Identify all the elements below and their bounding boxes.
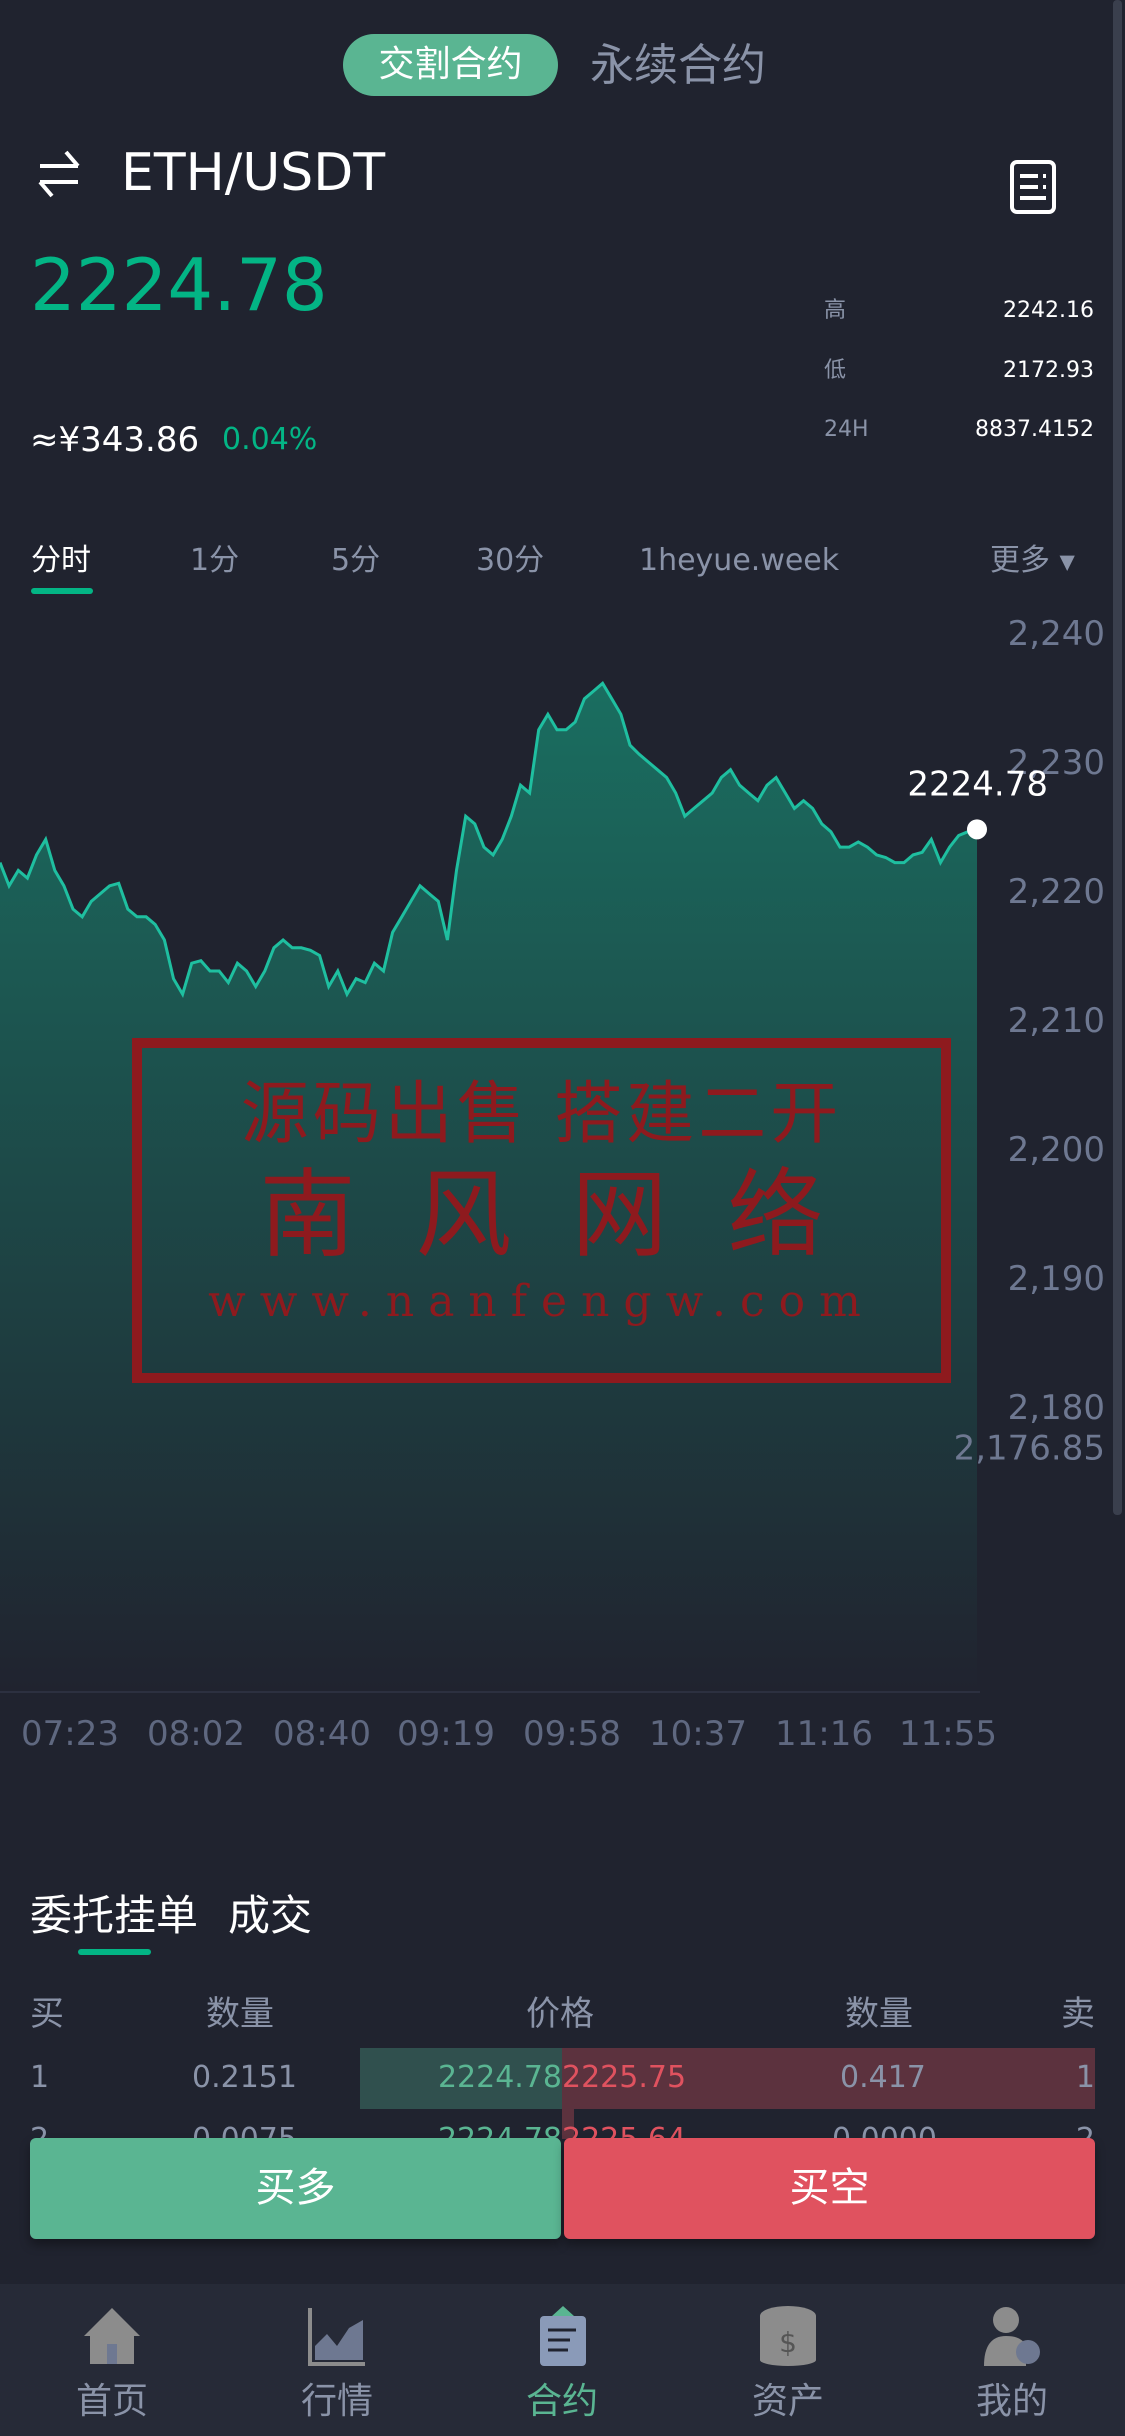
- home-icon: [84, 2308, 140, 2364]
- nav-home[interactable]: 首页: [32, 2284, 192, 2436]
- price-chart: 2,180 2,190 2,200 2,210 2,220 2,230 2,240 2224…: [0, 614, 1105, 1693]
- buy-depth-bar: [360, 2048, 562, 2109]
- document-icon[interactable]: [1010, 160, 1056, 214]
- nav-contract-label: 合约: [525, 2381, 598, 2422]
- watermark-line1: 源码出售 搭建二开: [240, 1075, 843, 1154]
- header-sell: 卖: [1061, 1994, 1095, 2034]
- sell-price: 2225.75: [562, 2060, 687, 2095]
- y-tick-label: 2,240: [1008, 614, 1105, 654]
- buy-qty: 0.2151: [192, 2060, 297, 2095]
- y-tick-label: 2,220: [1008, 872, 1105, 912]
- low-label: 低: [824, 358, 847, 383]
- timeframe-underline: [31, 588, 93, 594]
- timeframe-5m[interactable]: 5分: [331, 543, 381, 578]
- cny-price: ≈¥343.86: [30, 420, 200, 460]
- timeframe-week[interactable]: 1heyue.week: [639, 543, 840, 578]
- high-value: 2242.16: [1003, 298, 1094, 323]
- x-tick-label: 09:19: [397, 1714, 495, 1754]
- nav-assets-label: 资产: [751, 2381, 824, 2422]
- swap-arrows-icon[interactable]: [36, 148, 82, 200]
- tab-open-orders[interactable]: 委托挂单: [30, 1891, 199, 1940]
- scrollbar[interactable]: [1113, 0, 1122, 1515]
- sell-qty: 0.417: [840, 2060, 926, 2095]
- tab-trades[interactable]: 成交: [228, 1891, 313, 1940]
- x-tick-label: 11:16: [775, 1714, 873, 1754]
- y-tick-label: 2,230: [1008, 743, 1105, 783]
- watermark: 源码出售 搭建二开 南风网络 www.nanfengw.com: [132, 1038, 951, 1383]
- price-line: [0, 680, 978, 998]
- nav-assets[interactable]: $ 资产: [708, 2284, 868, 2436]
- x-tick-label: 08:40: [273, 1714, 371, 1754]
- header-buy: 买: [30, 1994, 64, 2034]
- user-icon: [984, 2307, 1040, 2366]
- buy-index: 1: [30, 2060, 50, 2095]
- coins-icon: $: [760, 2306, 816, 2366]
- high-label: 高: [824, 298, 847, 323]
- sell-depth-bar-2: [562, 2109, 574, 2139]
- tab-perpetual-contract[interactable]: 永续合约: [590, 40, 766, 91]
- svg-text:$: $: [779, 2326, 797, 2359]
- pair-title[interactable]: ETH/USDT: [121, 143, 386, 203]
- orderbook-tab-underline: [78, 1949, 151, 1955]
- header-price: 价格: [526, 1994, 594, 2034]
- volume-label: 24H: [824, 417, 869, 442]
- nav-market[interactable]: 行情: [257, 2284, 417, 2436]
- nav-mine[interactable]: 我的: [932, 2284, 1092, 2436]
- contract-icon: [540, 2306, 586, 2366]
- buy-price: 2224.78: [437, 2060, 562, 2095]
- sell-index: 1: [1075, 2060, 1095, 2095]
- last-price-dot: [967, 819, 987, 840]
- watermark-line3: www.nanfengw.com: [208, 1276, 875, 1327]
- nav-contract[interactable]: 合约: [482, 2284, 642, 2436]
- x-tick-label: 10:37: [649, 1714, 747, 1754]
- nav-market-label: 行情: [300, 2381, 373, 2422]
- y-tick-label: 2,180: [1008, 1388, 1105, 1428]
- change-percent: 0.04%: [222, 422, 318, 457]
- timeframe-1m[interactable]: 1分: [190, 543, 240, 578]
- y-tick-label: 2,200: [1008, 1130, 1105, 1170]
- price-area: [0, 683, 977, 1690]
- watermark-line2: 南风网络: [259, 1159, 884, 1271]
- caret-down-icon: ▼: [1059, 549, 1075, 574]
- header-buy-qty: 数量: [206, 1994, 274, 2034]
- nav-mine-label: 我的: [975, 2381, 1048, 2422]
- last-price: 2224.78: [30, 243, 328, 327]
- sell-depth-bar: [562, 2048, 1095, 2109]
- x-tick-label: 08:02: [147, 1714, 245, 1754]
- more-label: 更多: [990, 543, 1050, 578]
- x-tick-label: 11:55: [899, 1714, 997, 1754]
- buy-long-button[interactable]: 买多: [30, 2138, 561, 2239]
- x-tick-label: 07:23: [21, 1714, 119, 1754]
- x-tick-label: 09:58: [523, 1714, 621, 1754]
- timeframe-realtime[interactable]: 分时: [31, 543, 91, 578]
- y-min-label: 2,176.85: [954, 1429, 1105, 1469]
- y-tick-label: 2,210: [1008, 1001, 1105, 1041]
- y-tick-label: 2,190: [1008, 1259, 1105, 1299]
- nav-home-label: 首页: [75, 2381, 148, 2422]
- tab-delivery-contract[interactable]: 交割合约: [343, 34, 558, 96]
- timeframe-more[interactable]: 更多 ▼: [990, 540, 1075, 583]
- volume-value: 8837.4152: [975, 417, 1094, 442]
- buy-short-button[interactable]: 买空: [564, 2138, 1095, 2239]
- header-sell-qty: 数量: [845, 1994, 913, 2034]
- last-price-label: 2224.78: [907, 764, 1048, 804]
- low-value: 2172.93: [1003, 358, 1094, 383]
- timeframe-30m[interactable]: 30分: [476, 543, 545, 578]
- chart-icon: [308, 2308, 365, 2366]
- bottom-nav: 首页 行情 合约 $ 资产 我的: [0, 2284, 1125, 2436]
